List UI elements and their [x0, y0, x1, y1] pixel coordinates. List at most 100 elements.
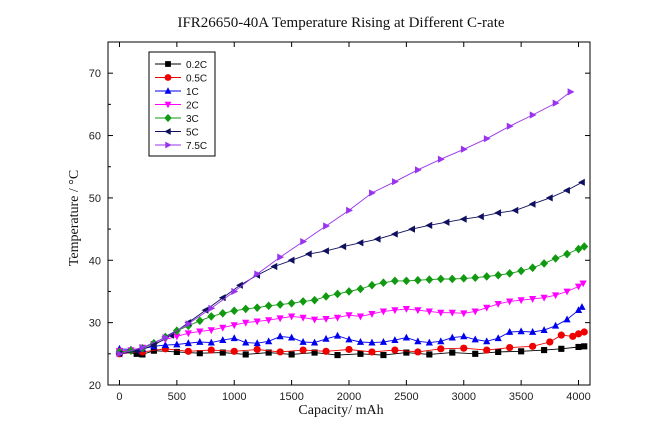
data-point: [459, 215, 467, 223]
data-point: [575, 343, 582, 351]
y-tick-label: 50: [89, 193, 101, 205]
y-tick-label: 20: [89, 380, 101, 392]
data-point: [471, 308, 479, 316]
legend-label: 5C: [186, 128, 199, 139]
data-point: [265, 317, 273, 325]
data-point: [529, 111, 537, 119]
y-tick-label: 70: [89, 68, 101, 80]
data-point: [580, 328, 588, 336]
legend-item: 1C: [155, 87, 199, 98]
data-point: [551, 254, 560, 263]
data-point: [345, 335, 353, 343]
data-point: [460, 310, 468, 318]
data-point: [276, 348, 284, 356]
x-tick-label: 1000: [222, 391, 246, 403]
legend-label: 2C: [186, 101, 199, 112]
data-point: [265, 349, 272, 356]
data-point: [345, 312, 353, 320]
data-point: [207, 346, 215, 354]
data-point: [241, 304, 250, 314]
data-point: [529, 342, 537, 350]
data-point: [505, 269, 514, 278]
legend-item: 0.5C: [155, 74, 207, 85]
data-point: [414, 307, 422, 315]
legend-marker: [164, 113, 172, 123]
x-tick-label: 2500: [394, 391, 418, 403]
data-point: [529, 296, 537, 303]
data-point: [528, 263, 537, 273]
data-point: [391, 336, 399, 343]
data-point: [161, 341, 169, 348]
data-point: [529, 328, 537, 335]
data-point: [540, 326, 548, 333]
data-point: [230, 334, 238, 342]
data-point: [494, 209, 502, 217]
data-point: [253, 339, 261, 347]
data-point: [390, 230, 398, 238]
data-point: [483, 346, 491, 354]
data-point: [483, 135, 491, 143]
data-point: [334, 352, 341, 359]
data-point: [506, 328, 514, 335]
data-point: [310, 295, 319, 305]
data-point: [506, 343, 514, 352]
data-point: [495, 348, 502, 356]
data-point: [580, 242, 589, 251]
data-point: [574, 330, 583, 338]
data-point: [201, 306, 209, 314]
data-point: [506, 298, 514, 306]
data-point: [276, 300, 285, 309]
data-point: [460, 332, 468, 340]
data-point: [173, 348, 180, 356]
y-axis-title: Temperature / °C: [67, 170, 82, 266]
data-point: [448, 274, 457, 284]
data-point: [219, 349, 226, 356]
data-point: [558, 345, 565, 352]
data-point: [402, 306, 410, 313]
legend-marker: [164, 74, 172, 81]
data-point: [231, 287, 239, 296]
x-tick-label: 4000: [566, 391, 590, 403]
data-point: [557, 331, 565, 339]
data-point: [253, 345, 261, 354]
data-point: [574, 283, 583, 291]
data-point: [367, 280, 376, 290]
data-point: [472, 350, 479, 357]
legend-label: 3C: [186, 114, 199, 125]
data-point: [184, 330, 192, 338]
data-point: [518, 348, 525, 355]
data-point: [299, 346, 307, 354]
data-point: [425, 338, 433, 346]
series-2C: [115, 280, 587, 355]
series-5C: [115, 178, 585, 358]
data-point: [563, 288, 571, 296]
data-point: [196, 350, 203, 357]
data-point: [551, 321, 560, 329]
data-point: [403, 349, 410, 356]
data-point: [218, 308, 227, 318]
data-point: [356, 284, 365, 294]
data-point: [578, 178, 585, 186]
data-point: [322, 347, 330, 355]
data-point: [541, 347, 548, 354]
series-7-5C: [116, 88, 575, 358]
chart-title: IFR26650-40A Temperature Rising at Diffe…: [177, 15, 504, 31]
data-point: [276, 332, 284, 340]
data-point: [425, 308, 433, 316]
legend-marker: [164, 87, 172, 94]
legend: 0.2C 0.5C 1C 2C 3C 5C 7.5C: [148, 51, 216, 157]
data-point: [567, 88, 575, 96]
data-point: [511, 206, 519, 214]
series-line: [119, 345, 585, 356]
data-point: [477, 213, 484, 221]
legend-label: 0.2C: [186, 60, 207, 71]
series-1C: [115, 303, 586, 353]
data-point: [379, 278, 388, 288]
data-point: [288, 313, 296, 321]
data-point: [287, 256, 295, 264]
data-point: [517, 266, 526, 276]
data-point: [356, 239, 364, 247]
data-point: [333, 314, 342, 322]
legend-marker: [165, 141, 172, 149]
